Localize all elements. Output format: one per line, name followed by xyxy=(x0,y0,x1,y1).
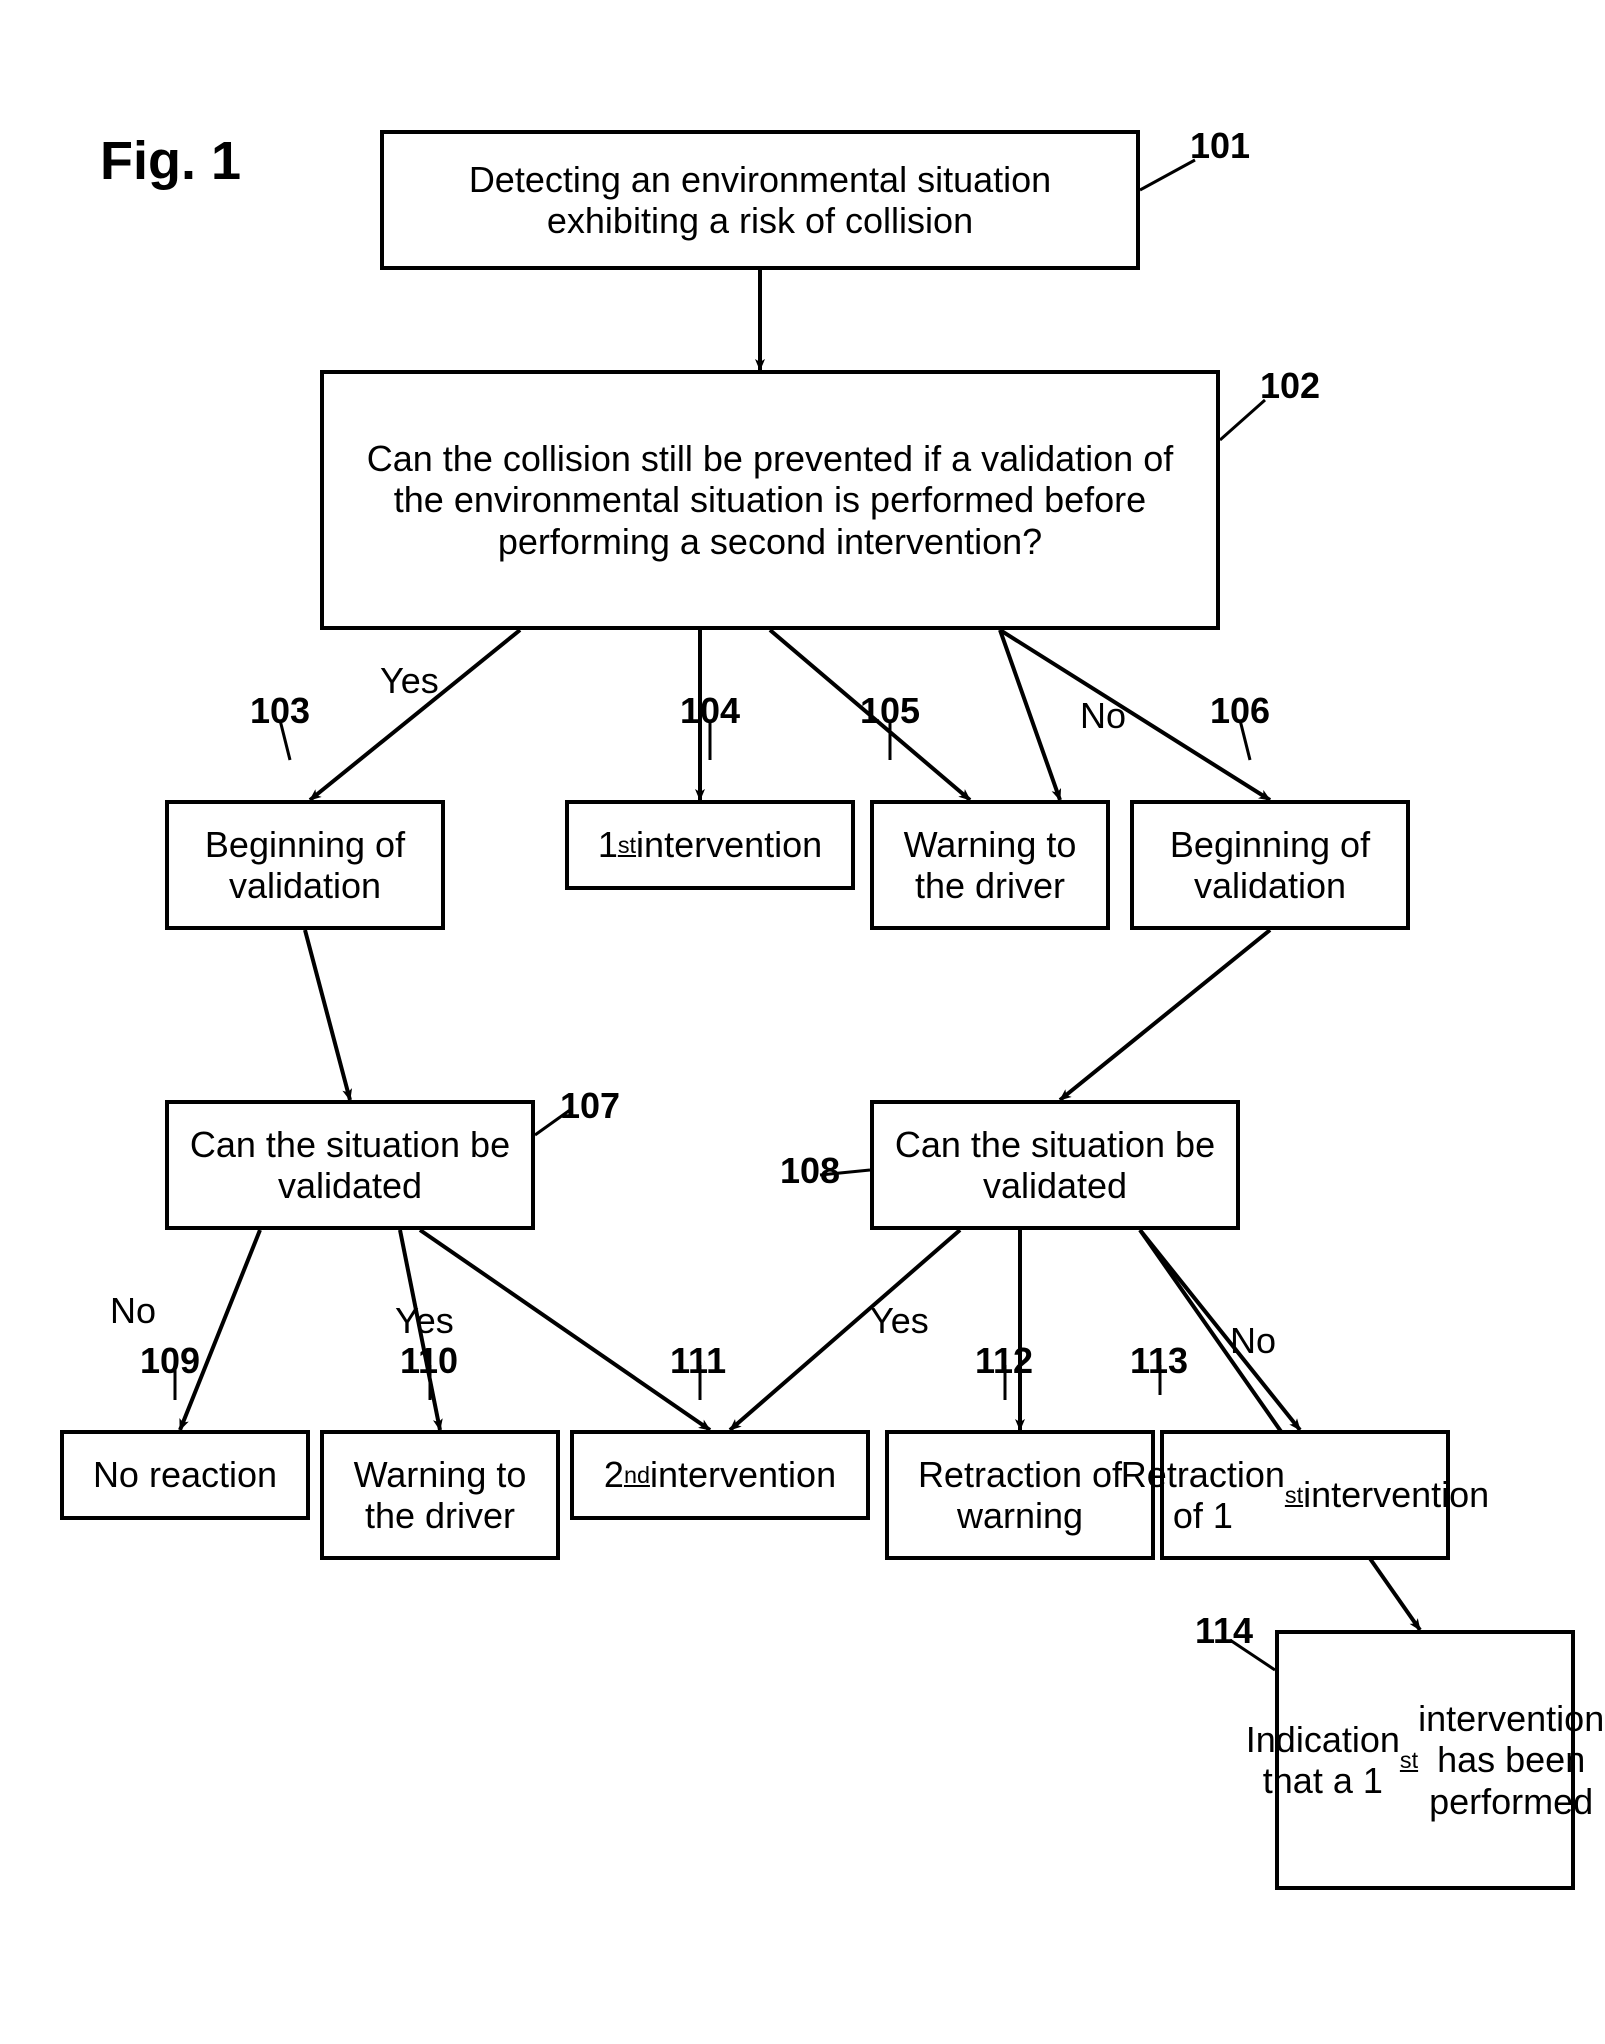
ref-label-l112: 112 xyxy=(975,1340,1033,1382)
edge-label-yes2: Yes xyxy=(395,1300,454,1342)
ref-label-l102: 102 xyxy=(1260,365,1320,407)
flow-node-n109: No reaction xyxy=(60,1430,310,1520)
edge-label-no2: No xyxy=(110,1290,156,1332)
ref-label-l101: 101 xyxy=(1190,125,1250,167)
flow-node-n108: Can the situation be validated xyxy=(870,1100,1240,1230)
flow-node-n101: Detecting an environmental situation exh… xyxy=(380,130,1140,270)
edge-label-no3: No xyxy=(1230,1320,1276,1362)
edge-label-yes3: Yes xyxy=(870,1300,929,1342)
ref-label-l113: 113 xyxy=(1130,1340,1188,1382)
flow-node-n112: Retraction of warning xyxy=(885,1430,1155,1560)
flow-node-n_bv_right: Beginning of validation xyxy=(1130,800,1410,930)
flow-node-n107: Can the situation be validated xyxy=(165,1100,535,1230)
flow-node-n104: 1st intervention xyxy=(565,800,855,890)
ref-label-l111: 111 xyxy=(670,1340,726,1382)
ref-label-l105: 105 xyxy=(860,690,920,732)
ref-label-l108: 108 xyxy=(780,1150,840,1192)
ref-label-l103: 103 xyxy=(250,690,310,732)
edge-label-no1: No xyxy=(1080,695,1126,737)
flow-node-n111: 2nd intervention xyxy=(570,1430,870,1520)
ref-label-l109: 109 xyxy=(140,1340,200,1382)
flow-node-n114: Indication that a 1st intervention has b… xyxy=(1275,1630,1575,1890)
flow-node-n_bv_left: Beginning of validation xyxy=(165,800,445,930)
flow-node-n113: Retraction of 1st intervention xyxy=(1160,1430,1450,1560)
ref-label-l107: 107 xyxy=(560,1085,620,1127)
ref-label-l104: 104 xyxy=(680,690,740,732)
edge-label-yes1: Yes xyxy=(380,660,439,702)
flow-node-n110: Warning to the driver xyxy=(320,1430,560,1560)
ref-label-l110: 110 xyxy=(400,1340,458,1382)
flow-node-n102: Can the collision still be prevented if … xyxy=(320,370,1220,630)
ref-label-l106: 106 xyxy=(1210,690,1270,732)
ref-label-l114: 114 xyxy=(1195,1610,1253,1652)
figure-label: Fig. 1 xyxy=(100,130,241,192)
flow-node-n105: Warning to the driver xyxy=(870,800,1110,930)
